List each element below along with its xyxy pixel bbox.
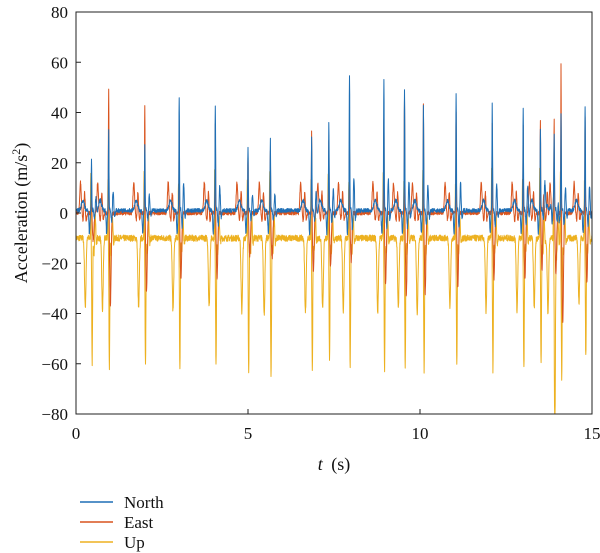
y-tick-label: 20 xyxy=(51,154,68,173)
plot-series-group xyxy=(75,63,593,415)
x-tick-label: 10 xyxy=(412,424,429,443)
y-tick-label: −60 xyxy=(41,355,68,374)
y-axis-label: Acceleration (m/s2) xyxy=(9,143,32,283)
y-tick-label: −80 xyxy=(41,405,68,424)
y-axis: 80 60 40 20 0 −20 −40 −60 −80 xyxy=(41,3,81,424)
y-tick-label: 40 xyxy=(51,104,68,123)
y-tick-label: 80 xyxy=(51,3,68,22)
x-tick-label: 15 xyxy=(584,424,600,443)
y-axis-label-close: ) xyxy=(11,143,32,149)
y-axis-label-superscript: 2 xyxy=(9,149,23,155)
y-tick-label: 60 xyxy=(51,53,68,72)
y-tick-label: 0 xyxy=(60,204,69,223)
y-tick-label: −40 xyxy=(41,305,68,324)
y-axis-label-main: Acceleration (m/s xyxy=(11,155,32,283)
x-axis-label-var: t xyxy=(318,454,324,474)
series-line-up xyxy=(75,167,593,415)
x-tick-label: 5 xyxy=(244,424,253,443)
legend-label-north: North xyxy=(124,493,164,512)
x-axis: 0 5 10 15 xyxy=(72,409,600,443)
y-tick-label: −20 xyxy=(41,254,68,273)
legend-label-up: Up xyxy=(124,533,145,552)
x-tick-label: 0 xyxy=(72,424,81,443)
legend-label-east: East xyxy=(124,513,154,532)
series-line-north xyxy=(75,75,593,236)
x-axis-label: t (s) xyxy=(318,454,351,475)
x-axis-label-unit: (s) xyxy=(331,454,350,475)
